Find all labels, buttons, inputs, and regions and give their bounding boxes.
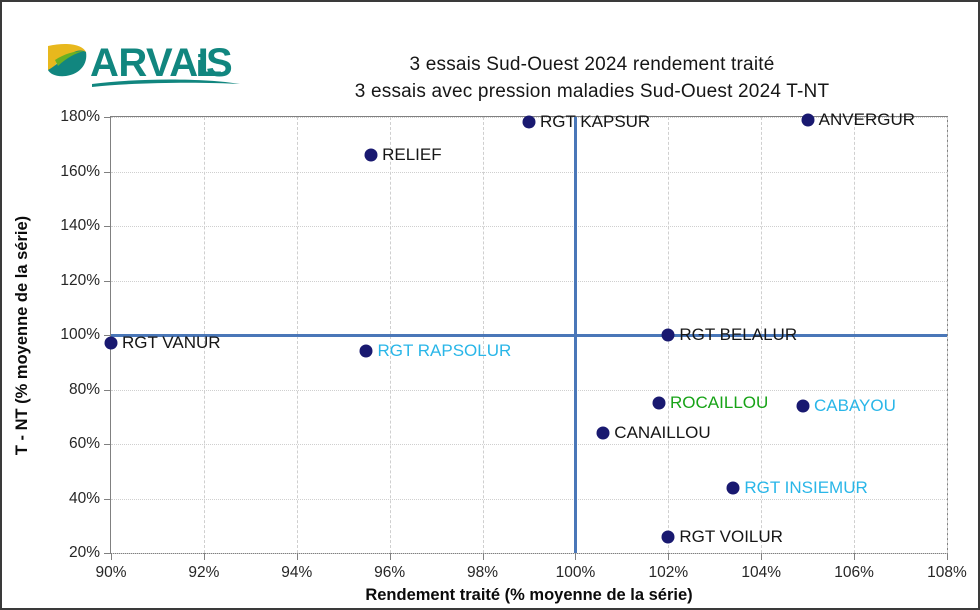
x-axis-tick <box>203 553 205 560</box>
y-axis-tick <box>104 335 111 336</box>
y-axis-tick-label: 100% <box>60 326 100 343</box>
chart-title-line2: 3 essais avec pression maladies Sud-Oues… <box>354 80 830 102</box>
y-axis-tick <box>104 444 111 445</box>
data-point[interactable] <box>652 396 666 410</box>
x-axis-tick <box>668 553 670 560</box>
data-point-label: RGT INSIEMUR <box>744 477 868 497</box>
data-point-label: CABAYOU <box>814 395 896 415</box>
gridline-vertical <box>947 117 948 553</box>
data-point[interactable] <box>726 481 740 495</box>
svg-text:ARVAL: ARVAL <box>90 41 222 85</box>
gridline-horizontal <box>111 280 947 282</box>
x-axis-tick-label: 100% <box>555 564 596 581</box>
data-point[interactable] <box>796 399 810 413</box>
gridline-horizontal <box>111 171 947 173</box>
data-point-label: CANAILLOU <box>614 423 711 443</box>
y-axis-tick <box>104 280 111 282</box>
x-axis-tick <box>296 553 298 560</box>
x-axis-tick-label: 94% <box>281 564 313 581</box>
x-axis-tick-label: 108% <box>927 564 967 581</box>
x-axis-tick <box>389 553 391 560</box>
y-axis-tick <box>104 171 111 173</box>
y-axis-tick-label: 20% <box>68 544 100 561</box>
chart-title: 3 essais Sud-Ouest 2024 rendement traité… <box>232 52 952 106</box>
y-axis-tick-label: 180% <box>60 108 100 125</box>
gridline-horizontal <box>111 498 947 500</box>
x-axis-tick <box>947 553 948 560</box>
data-point[interactable] <box>596 426 610 440</box>
chart-title-line1: 3 essais Sud-Ouest 2024 rendement traité <box>409 54 775 75</box>
data-point-label: RGT VANUR <box>122 333 221 353</box>
gridline-horizontal <box>111 226 947 227</box>
x-axis-tick-label: 90% <box>95 564 127 581</box>
data-point-label: RGT VOILUR <box>679 526 783 546</box>
x-axis-tick-label: 104% <box>741 564 782 581</box>
y-axis-title-text: T - NT (% moyenne de la série) <box>13 215 32 455</box>
svg-text:S: S <box>206 41 233 85</box>
data-point-label: ANVERGUR <box>818 109 916 129</box>
data-point[interactable] <box>364 148 378 162</box>
svg-text:i: i <box>196 48 205 83</box>
x-axis-tick <box>575 553 577 560</box>
gridline-horizontal <box>111 444 947 445</box>
y-axis-tick <box>104 117 111 118</box>
arvalis-logo: ARVAL i S <box>44 38 254 94</box>
data-point-label: RELIEF <box>382 145 442 165</box>
y-axis-tick-label: 140% <box>60 217 100 234</box>
x-axis-tick-label: 98% <box>467 564 499 581</box>
x-axis-tick <box>761 553 763 560</box>
data-point[interactable] <box>801 113 815 127</box>
x-axis-tick-label: 106% <box>834 564 874 581</box>
y-axis-tick-label: 120% <box>60 271 100 289</box>
x-axis-tick-label: 102% <box>648 564 689 581</box>
y-axis-tick <box>104 498 111 500</box>
data-point-label: RGT RAPSOLUR <box>377 341 512 361</box>
reference-line-vertical <box>573 117 577 553</box>
reference-line-horizontal <box>111 333 947 337</box>
plot-area: 20% 40% 60% 80% 100% 120% 140% 160% 180% 90% 92% 94… <box>60 108 966 581</box>
y-axis-tick-label: 40% <box>68 489 100 507</box>
data-point-label: RGT BELALUR <box>679 325 798 344</box>
gridline-horizontal <box>111 553 947 554</box>
x-axis-tick <box>482 553 484 560</box>
y-axis-tick <box>104 226 111 227</box>
x-axis-tick-label: 92% <box>188 564 220 581</box>
data-point[interactable] <box>104 336 118 350</box>
data-point-label: ROCAILLOU <box>670 393 769 413</box>
data-point[interactable] <box>359 344 373 358</box>
x-axis-title: Rendement traité (% moyenne de la série) <box>365 586 693 604</box>
gridline-horizontal <box>111 389 947 391</box>
y-axis-tick-label: 80% <box>68 380 100 398</box>
y-axis-tick-label: 60% <box>68 435 100 452</box>
x-axis-tick <box>111 553 112 560</box>
data-point-label: RGT KAPSUR <box>540 112 651 132</box>
data-point[interactable] <box>661 530 675 544</box>
y-axis-tick <box>104 389 111 391</box>
y-axis-tick-label: 160% <box>60 162 100 180</box>
data-point[interactable] <box>661 328 675 342</box>
x-axis-tick-label: 96% <box>374 564 406 581</box>
x-axis-tick <box>854 553 856 560</box>
arvalis-logo-icon: ARVAL i S <box>48 41 240 87</box>
y-axis-title: T - NT (% moyenne de la série) <box>10 116 36 554</box>
y-axis-tick <box>104 553 111 554</box>
data-point[interactable] <box>522 115 536 129</box>
